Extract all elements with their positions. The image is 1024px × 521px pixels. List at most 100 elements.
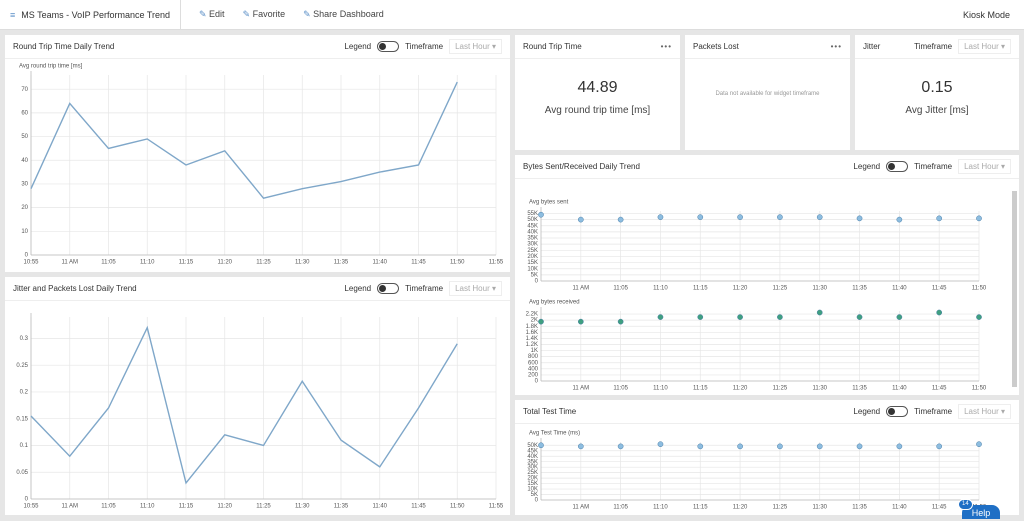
y-tick-label: 15K — [527, 481, 538, 487]
kiosk-button[interactable]: Kiosk Mode — [962, 9, 1010, 20]
y-tick-label: 30 — [21, 182, 28, 188]
point — [816, 309, 823, 316]
favorite-button[interactable]: Favorite — [243, 9, 286, 20]
widget-title: Jitter and Packets Lost Daily Trend — [13, 284, 137, 293]
legend-toggle[interactable] — [377, 41, 400, 52]
point — [777, 443, 783, 450]
timeframe-select[interactable]: Last Hour — [958, 159, 1011, 174]
point — [538, 318, 544, 325]
menu-icon[interactable]: ••• — [830, 42, 842, 51]
x-tick-label: 11 AM — [61, 504, 78, 510]
x-tick-label: 11:25 — [773, 386, 788, 392]
x-tick-label: 11:30 — [812, 386, 827, 392]
separator — [180, 0, 181, 30]
y-tick-label: 70 — [21, 87, 28, 93]
x-tick-label: 11:10 — [140, 504, 155, 510]
kpi-label: Avg Jitter [ms] — [905, 105, 969, 116]
y-tick-label: 20 — [21, 205, 28, 211]
widget-header: Round Trip Time ••• — [515, 35, 680, 59]
y-tick-label: 0 — [535, 279, 539, 285]
widget-title: Bytes Sent/Received Daily Trend — [523, 162, 640, 171]
y-tick-label: 400 — [528, 366, 539, 372]
x-tick-label: 11 AM — [573, 286, 590, 292]
legend-label: Legend — [853, 162, 881, 171]
menu-icon[interactable]: ••• — [660, 42, 672, 51]
timeframe-select[interactable]: Last Hour — [449, 39, 502, 54]
x-tick-label: 11 AM — [573, 505, 590, 511]
y-tick-label: 40K — [527, 454, 538, 460]
y-tick-label: 0.1 — [20, 443, 29, 449]
point — [856, 314, 863, 320]
x-tick-label: 11:30 — [295, 260, 310, 266]
legend-toggle[interactable] — [377, 283, 400, 294]
widget: Round Trip Time Daily Trend Legend Timefra… — [5, 35, 510, 272]
y-axis-label: Avg bytes sent — [529, 200, 569, 206]
x-tick-label: 11:20 — [733, 505, 748, 511]
y-tick-label: 45K — [527, 223, 538, 229]
point — [976, 314, 982, 320]
x-tick-label: 11:05 — [101, 504, 116, 510]
timeframe-select[interactable]: Last Hour — [958, 39, 1011, 54]
x-tick-label: 11:30 — [812, 286, 827, 292]
y-tick-label: 2K — [531, 318, 538, 324]
y-tick-label: 0 — [535, 498, 539, 504]
x-tick-label: 11:15 — [179, 504, 194, 510]
controls: Legend Timeframe Last Hour — [853, 404, 1011, 419]
x-tick-label: 11:55 — [489, 504, 504, 510]
point — [777, 214, 783, 220]
y-tick-label: 20K — [527, 254, 538, 260]
x-tick-label: 10:55 — [23, 260, 39, 266]
x-tick-label: 11 AM — [573, 386, 590, 392]
point — [976, 215, 982, 222]
x-tick-label: 11:45 — [932, 386, 947, 392]
point — [697, 443, 704, 450]
x-tick-label: 11:35 — [852, 386, 867, 392]
x-tick-label: 11:40 — [892, 386, 907, 392]
help-button[interactable]: Help 14 — [958, 499, 1000, 519]
y-axis-label: Avg Test Time (ms) — [529, 431, 580, 437]
point — [657, 214, 664, 220]
kpi-widget: Jitter Timeframe Last Hour 0.15 Avg Jitter… — [855, 35, 1019, 150]
y-tick-label: 10K — [527, 487, 538, 493]
widget-header: Jitter and Packets Lost Daily Trend Legen… — [5, 277, 510, 301]
share-button[interactable]: Share Dashboard — [303, 9, 384, 20]
point — [777, 314, 783, 320]
x-tick-label: 11:40 — [892, 286, 907, 292]
y-axis-label: Avg bytes received — [529, 300, 580, 306]
widget-header: Jitter Timeframe Last Hour — [855, 35, 1019, 59]
edit-button[interactable]: Edit — [199, 9, 225, 20]
controls: Timeframe Last Hour — [914, 39, 1011, 54]
x-tick-label: 11:10 — [140, 260, 155, 266]
point — [577, 443, 584, 450]
y-tick-label: 800 — [528, 354, 539, 360]
point — [856, 443, 863, 450]
x-tick-label: 11:15 — [179, 260, 194, 266]
y-tick-label: 600 — [528, 360, 539, 366]
x-tick-label: 11:35 — [334, 504, 349, 510]
y-tick-label: 0.25 — [16, 363, 28, 369]
point — [697, 314, 704, 320]
point — [896, 216, 903, 223]
y-tick-label: 45K — [527, 448, 538, 454]
point — [816, 443, 823, 450]
y-tick-label: 0.3 — [20, 336, 29, 342]
series-line — [30, 325, 458, 485]
chart: Avg round trip time [ms] 0 10 20 30 40 50 60 70 1… — [19, 64, 504, 266]
controls: Legend Timeframe Last Hour — [344, 281, 502, 296]
y-tick-label: 30K — [527, 465, 538, 471]
y-tick-label: 25K — [527, 248, 538, 254]
chart: Avg bytes received 02004006008001K1.2K1.4… — [526, 300, 987, 392]
legend-toggle[interactable] — [886, 161, 909, 172]
point — [737, 214, 743, 220]
menu-icon[interactable]: ≡ — [10, 9, 16, 20]
timeframe-select[interactable]: Last Hour — [958, 404, 1011, 419]
legend-toggle[interactable] — [886, 406, 909, 417]
point — [936, 443, 943, 450]
y-tick-label: 5K — [531, 272, 538, 278]
scrollbar[interactable] — [1012, 191, 1017, 387]
x-tick-label: 11:15 — [693, 386, 708, 392]
point — [657, 441, 664, 448]
point — [617, 318, 624, 325]
timeframe-select[interactable]: Last Hour — [449, 281, 502, 296]
chart: 0 0.05 0.1 0.15 0.2 0.25 0.3 10:55 11 AM 11:05 11:… — [16, 313, 504, 510]
